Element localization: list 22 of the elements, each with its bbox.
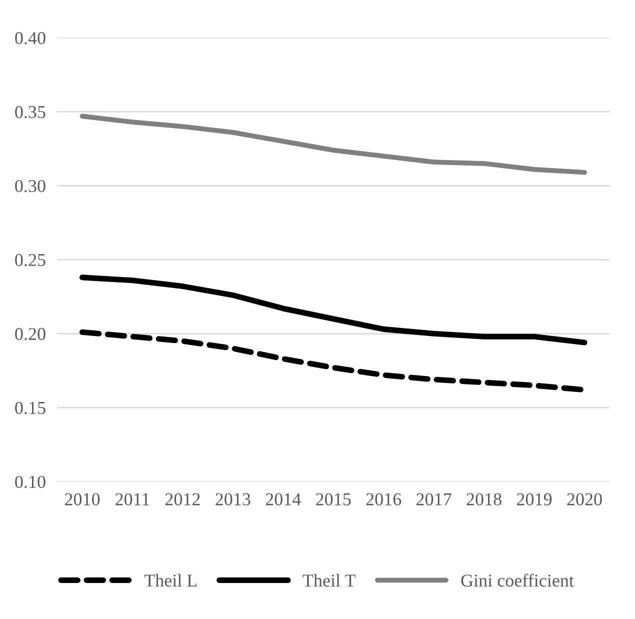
legend-label: Gini coefficient	[461, 574, 574, 587]
x-tick-label: 2014	[266, 493, 301, 506]
x-tick-label: 2020	[567, 493, 602, 506]
y-tick-label: 0.20	[15, 328, 46, 340]
y-tick-label: 0.30	[15, 180, 46, 192]
legend-label: Theil T	[302, 574, 356, 587]
y-tick-label: 0.25	[15, 254, 46, 266]
x-tick-label: 2012	[165, 493, 200, 506]
x-tick-label: 2016	[366, 493, 402, 506]
x-tick-label: 2019	[517, 493, 552, 506]
x-tick-label: 2011	[116, 493, 150, 506]
y-tick-label: 0.40	[15, 32, 46, 44]
x-tick-label: 2017	[416, 493, 452, 506]
y-tick-label: 0.15	[15, 402, 46, 414]
y-tick-label: 0.10	[15, 476, 46, 488]
x-tick-label: 2013	[216, 493, 250, 506]
x-tick-label: 2010	[65, 493, 100, 506]
x-tick-label: 2015	[316, 493, 351, 506]
y-tick-label: 0.35	[15, 106, 46, 118]
x-tick-label: 2018	[466, 493, 502, 506]
legend-label: Theil L	[144, 574, 197, 587]
line-series	[80, 114, 587, 175]
